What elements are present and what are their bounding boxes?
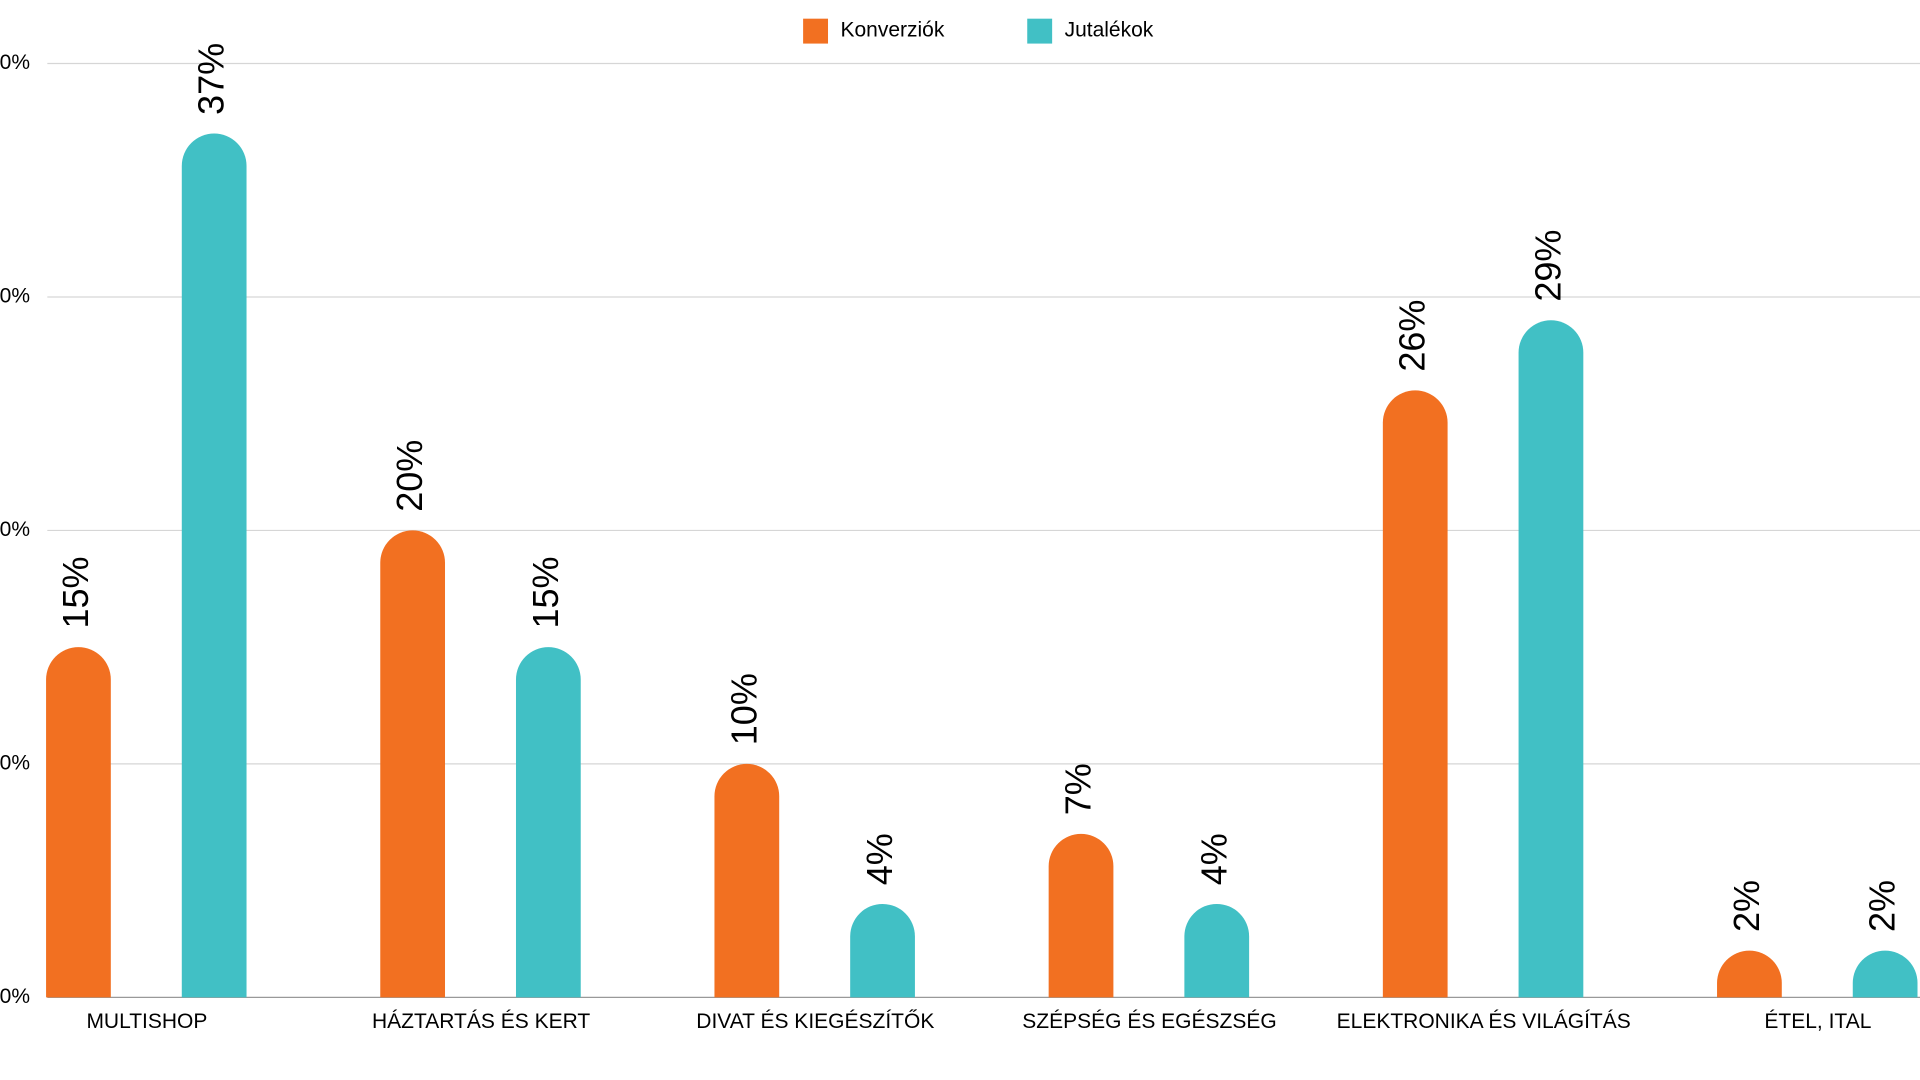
bar	[1717, 950, 1782, 998]
value-label: 7%	[1058, 763, 1099, 815]
x-tick-label: DIVAT ÉS KIEGÉSZÍTŐK	[696, 1010, 934, 1033]
value-label: 2%	[1862, 880, 1903, 932]
bar	[1382, 390, 1448, 998]
bar	[1518, 320, 1584, 998]
legend-swatch	[1027, 18, 1053, 44]
y-tick-label: 0%	[0, 985, 30, 1008]
value-label: 20%	[389, 440, 430, 512]
value-label: 4%	[859, 833, 900, 885]
bar	[1852, 950, 1918, 998]
value-label: 29%	[1527, 230, 1568, 302]
value-label: 10%	[723, 673, 764, 745]
value-label: 26%	[1392, 300, 1433, 372]
x-tick-label: SZÉPSÉG ÉS EGÉSZSÉG	[1022, 1010, 1276, 1033]
bar	[380, 530, 446, 998]
bar	[1184, 903, 1250, 998]
y-tick-label: 20%	[0, 518, 30, 541]
legend-swatch	[803, 18, 829, 44]
x-tick-label: MULTISHOP	[86, 1010, 207, 1033]
x-tick-label: ÉTEL, ITAL	[1764, 1010, 1871, 1033]
y-tick-label: 10%	[0, 751, 30, 774]
value-label: 37%	[191, 43, 232, 115]
bar	[46, 647, 111, 998]
x-tick-label: HÁZTARTÁS ÉS KERT	[372, 1010, 590, 1033]
x-tick-label: ELEKTRONIKA ÉS VILÁGÍTÁS	[1337, 1010, 1631, 1033]
legend-label: Jutalékok	[1065, 19, 1154, 42]
y-tick-label: 40%	[0, 51, 30, 74]
y-tick-label: 30%	[0, 285, 30, 308]
bar	[1048, 833, 1114, 998]
bar	[515, 647, 581, 998]
bar	[850, 903, 915, 998]
bar	[181, 133, 247, 998]
value-label: 15%	[55, 556, 96, 628]
legend-label: Konverziók	[840, 19, 944, 42]
value-label: 4%	[1193, 833, 1234, 885]
value-label: 15%	[525, 556, 566, 628]
value-label: 2%	[1726, 880, 1767, 932]
bar	[714, 763, 780, 998]
